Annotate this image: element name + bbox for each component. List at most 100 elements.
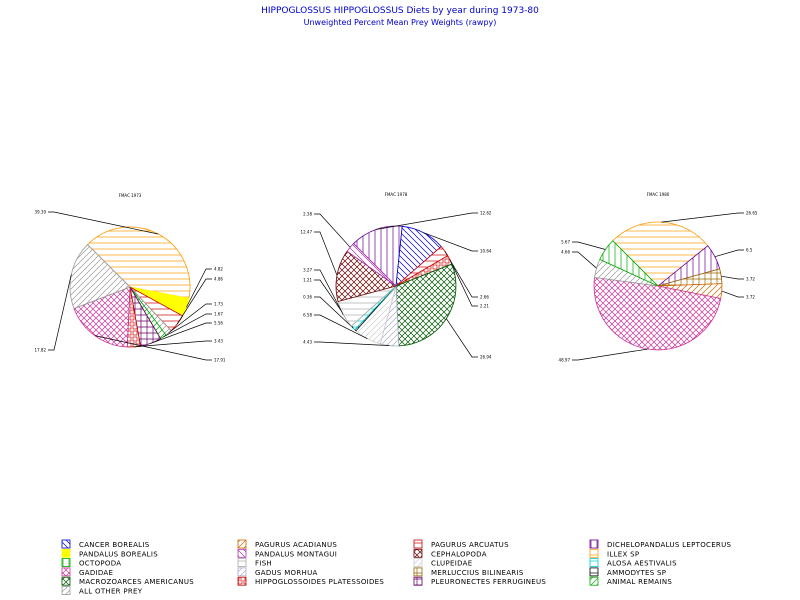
slice-label: 10.64 [480, 249, 492, 254]
leader-line [150, 322, 212, 344]
legend-label: DICHELOPANDALUS LEPTOCERUS [607, 541, 732, 549]
legend-swatch [589, 567, 599, 577]
leader-line [446, 318, 478, 358]
leader-line [449, 259, 478, 307]
slice-label: 4.82 [214, 267, 223, 272]
legend-swatch [589, 558, 599, 567]
legend-swatch [589, 548, 599, 558]
legend-item: FISH [237, 558, 272, 568]
legend-swatch [61, 586, 71, 595]
legend-swatch [413, 548, 423, 558]
slice-label: 2.21 [480, 304, 489, 309]
legend-label: HIPPOGLOSSOIDES PLATESSOIDES [255, 578, 384, 586]
legend-item: OCTOPODA [61, 558, 121, 568]
slice-label: 4.86 [214, 277, 223, 282]
legend-item: GADUS MORHUA [237, 567, 318, 577]
pie-slice [87, 226, 191, 299]
legend-swatch [413, 539, 423, 549]
leader-line [714, 249, 744, 258]
pie-slice [593, 276, 722, 351]
slice-label: 5.67 [561, 240, 570, 245]
legend-label: GADUS MORHUA [255, 569, 318, 577]
leader-line [721, 290, 744, 298]
legend-item: ALL OTHER PREY [61, 586, 143, 596]
pie-title: FMAC 1980 [647, 192, 670, 197]
legend-item: CEPHALOPODA [413, 548, 487, 558]
leader-line [661, 212, 744, 223]
leader-line [177, 278, 212, 324]
legend-label: ILLEX SP [607, 550, 639, 558]
leader-line [444, 250, 478, 298]
leader-line [133, 340, 212, 348]
slice-label: 0.36 [303, 295, 312, 300]
legend-item: HIPPOGLOSSOIDES PLATESSOIDES [237, 576, 384, 586]
leader-line [314, 231, 338, 276]
legend-item: ILLEX SP [589, 548, 639, 558]
slice-label: 48.97 [559, 358, 571, 363]
slice-label: 26.94 [480, 355, 492, 360]
legend-label: CLUPEIDAE [431, 560, 472, 568]
legend-swatch [61, 576, 71, 586]
legend-label: FISH [255, 560, 272, 568]
legend-label: PAGURUS ARCUATUS [431, 541, 509, 549]
legend-item: MACROZOARCES AMERICANUS [61, 576, 194, 586]
legend-label: MERLUCCIUS BILINEARIS [431, 569, 524, 577]
legend-swatch [237, 567, 247, 577]
slice-label: 17.91 [214, 358, 226, 363]
slice-label: 12.47 [301, 230, 313, 235]
slice-label: 17.82 [35, 348, 47, 353]
legend-item: ANIMAL REMAINS [589, 576, 672, 586]
slice-label: 3.43 [214, 339, 223, 344]
slice-label: 1.73 [214, 302, 223, 307]
slice-label: 39.39 [35, 210, 47, 215]
legend-item: DICHELOPANDALUS LEPTOCERUS [589, 539, 732, 549]
legend-item: PANDALUS MONTAGUI [237, 548, 337, 558]
legend-item: AMMODYTES SP [589, 567, 666, 577]
legend-item: PANDALUS BOREALIS [61, 548, 158, 558]
legend-item: MERLUCCIUS BILINEARIS [413, 567, 524, 577]
legend-label: ALOSA AESTIVALIS [607, 560, 677, 568]
legend-swatch [413, 567, 423, 577]
legend-swatch [237, 539, 247, 549]
slice-label: 4.66 [561, 250, 570, 255]
pie-slice [599, 240, 659, 287]
chart-title: HIPPOGLOSSUS HIPPOGLOSSUS Diets by year … [261, 6, 539, 16]
legend-label: PAGURUS ACADIANUS [255, 541, 337, 549]
legend-swatch [61, 558, 71, 567]
legend-swatch [413, 558, 423, 567]
slice-label: 5.56 [214, 321, 223, 326]
leader-line [572, 348, 648, 361]
pie-chart-1: FMAC 1973 39.39 4.82 4.86 1.73 1.67 5.56 3.43 17… [35, 193, 226, 363]
slice-label: 3.72 [746, 295, 755, 300]
legend-swatch [589, 539, 599, 549]
slice-label: 1.21 [303, 278, 312, 283]
legend-item: ALOSA AESTIVALIS [589, 558, 677, 568]
pie-title: FMAC 1978 [385, 192, 408, 197]
legend-swatch [237, 548, 247, 558]
leader-line [572, 251, 597, 269]
pie-chart-2: FMAC 1978 12.62 10.64 2.66 2.21 26.94 4.43 6.58… [301, 192, 492, 360]
legend-swatch [61, 567, 71, 577]
legend-label: PLEURONECTES FERRUGINEUS [431, 578, 546, 586]
leader-line [94, 335, 212, 361]
legend-label: GADIDAE [79, 569, 113, 577]
legend-label: ALL OTHER PREY [79, 588, 143, 596]
leader-line [48, 274, 72, 351]
legend-item: PAGURUS ARCUATUS [413, 539, 509, 549]
slice-label: 12.62 [480, 211, 492, 216]
slice-label: 4.43 [303, 340, 312, 345]
leader-line [314, 269, 344, 315]
legend-swatch [237, 558, 247, 567]
leader-line [48, 211, 159, 235]
legend-swatch [413, 576, 423, 586]
slice-label: 3.27 [303, 268, 312, 273]
leader-line [423, 232, 478, 252]
legend-swatch [589, 576, 599, 586]
legend-label: MACROZOARCES AMERICANUS [79, 578, 194, 586]
slice-label: 1.67 [214, 312, 223, 317]
leader-line [721, 275, 744, 280]
leader-line [168, 303, 212, 334]
legend-item: PAGURUS ACADIANUS [237, 539, 337, 549]
